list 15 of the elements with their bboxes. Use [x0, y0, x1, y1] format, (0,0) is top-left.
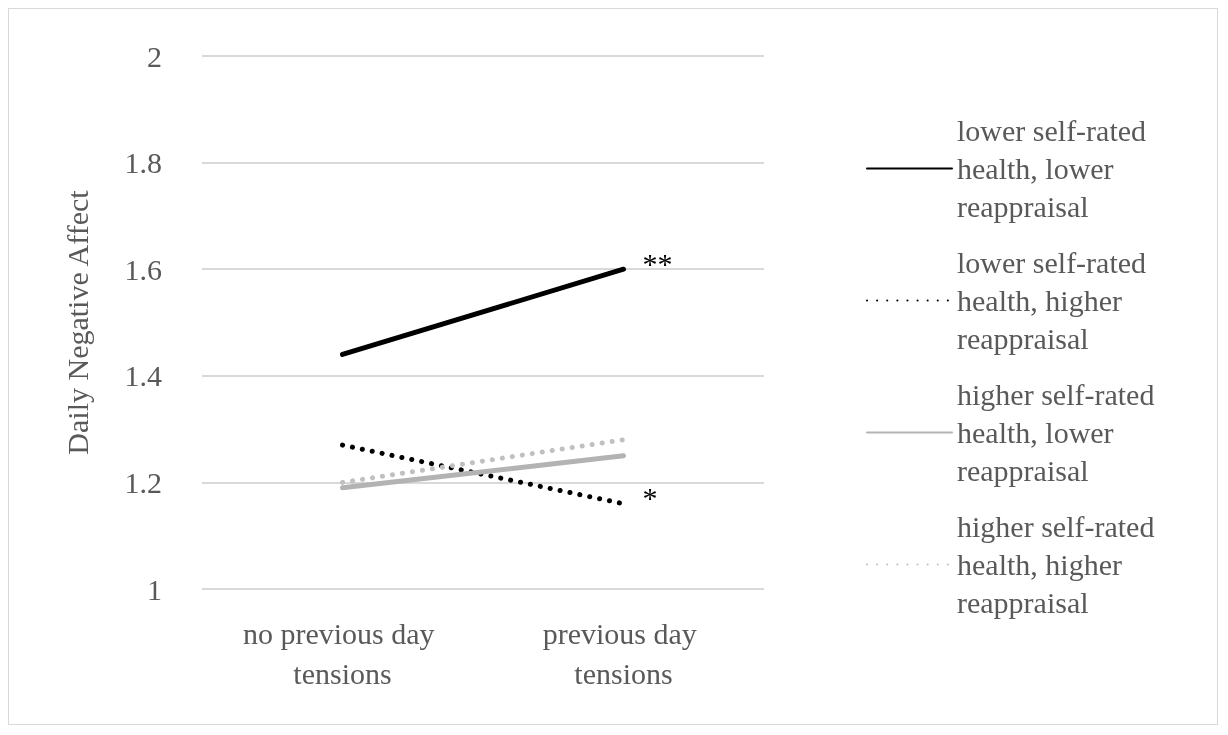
annotation: **: [642, 246, 673, 280]
legend-label: lower self-rated health, lower reappraisal: [957, 114, 1154, 223]
y-tick-label: 1.4: [124, 359, 162, 393]
y-tick-label: 1: [147, 572, 162, 606]
y-tick-label: 1.8: [124, 146, 162, 180]
x-tick-label: no previous day tensions: [242, 616, 443, 690]
legend-label: higher self-rated health, higher reappraisal: [957, 510, 1162, 619]
annotation: *: [642, 481, 658, 515]
legend-label: higher self-rated health, lower reappraisal: [957, 378, 1162, 487]
y-axis-title: Daily Negative Affect: [60, 189, 94, 455]
y-tick-label: 2: [147, 39, 162, 73]
y-tick-label: 1.6: [124, 252, 162, 286]
y-tick-label: 1.2: [124, 465, 162, 499]
legend-label: lower self-rated health, higher reappraisal: [957, 246, 1154, 355]
x-tick-label: previous day tensions: [542, 616, 705, 690]
